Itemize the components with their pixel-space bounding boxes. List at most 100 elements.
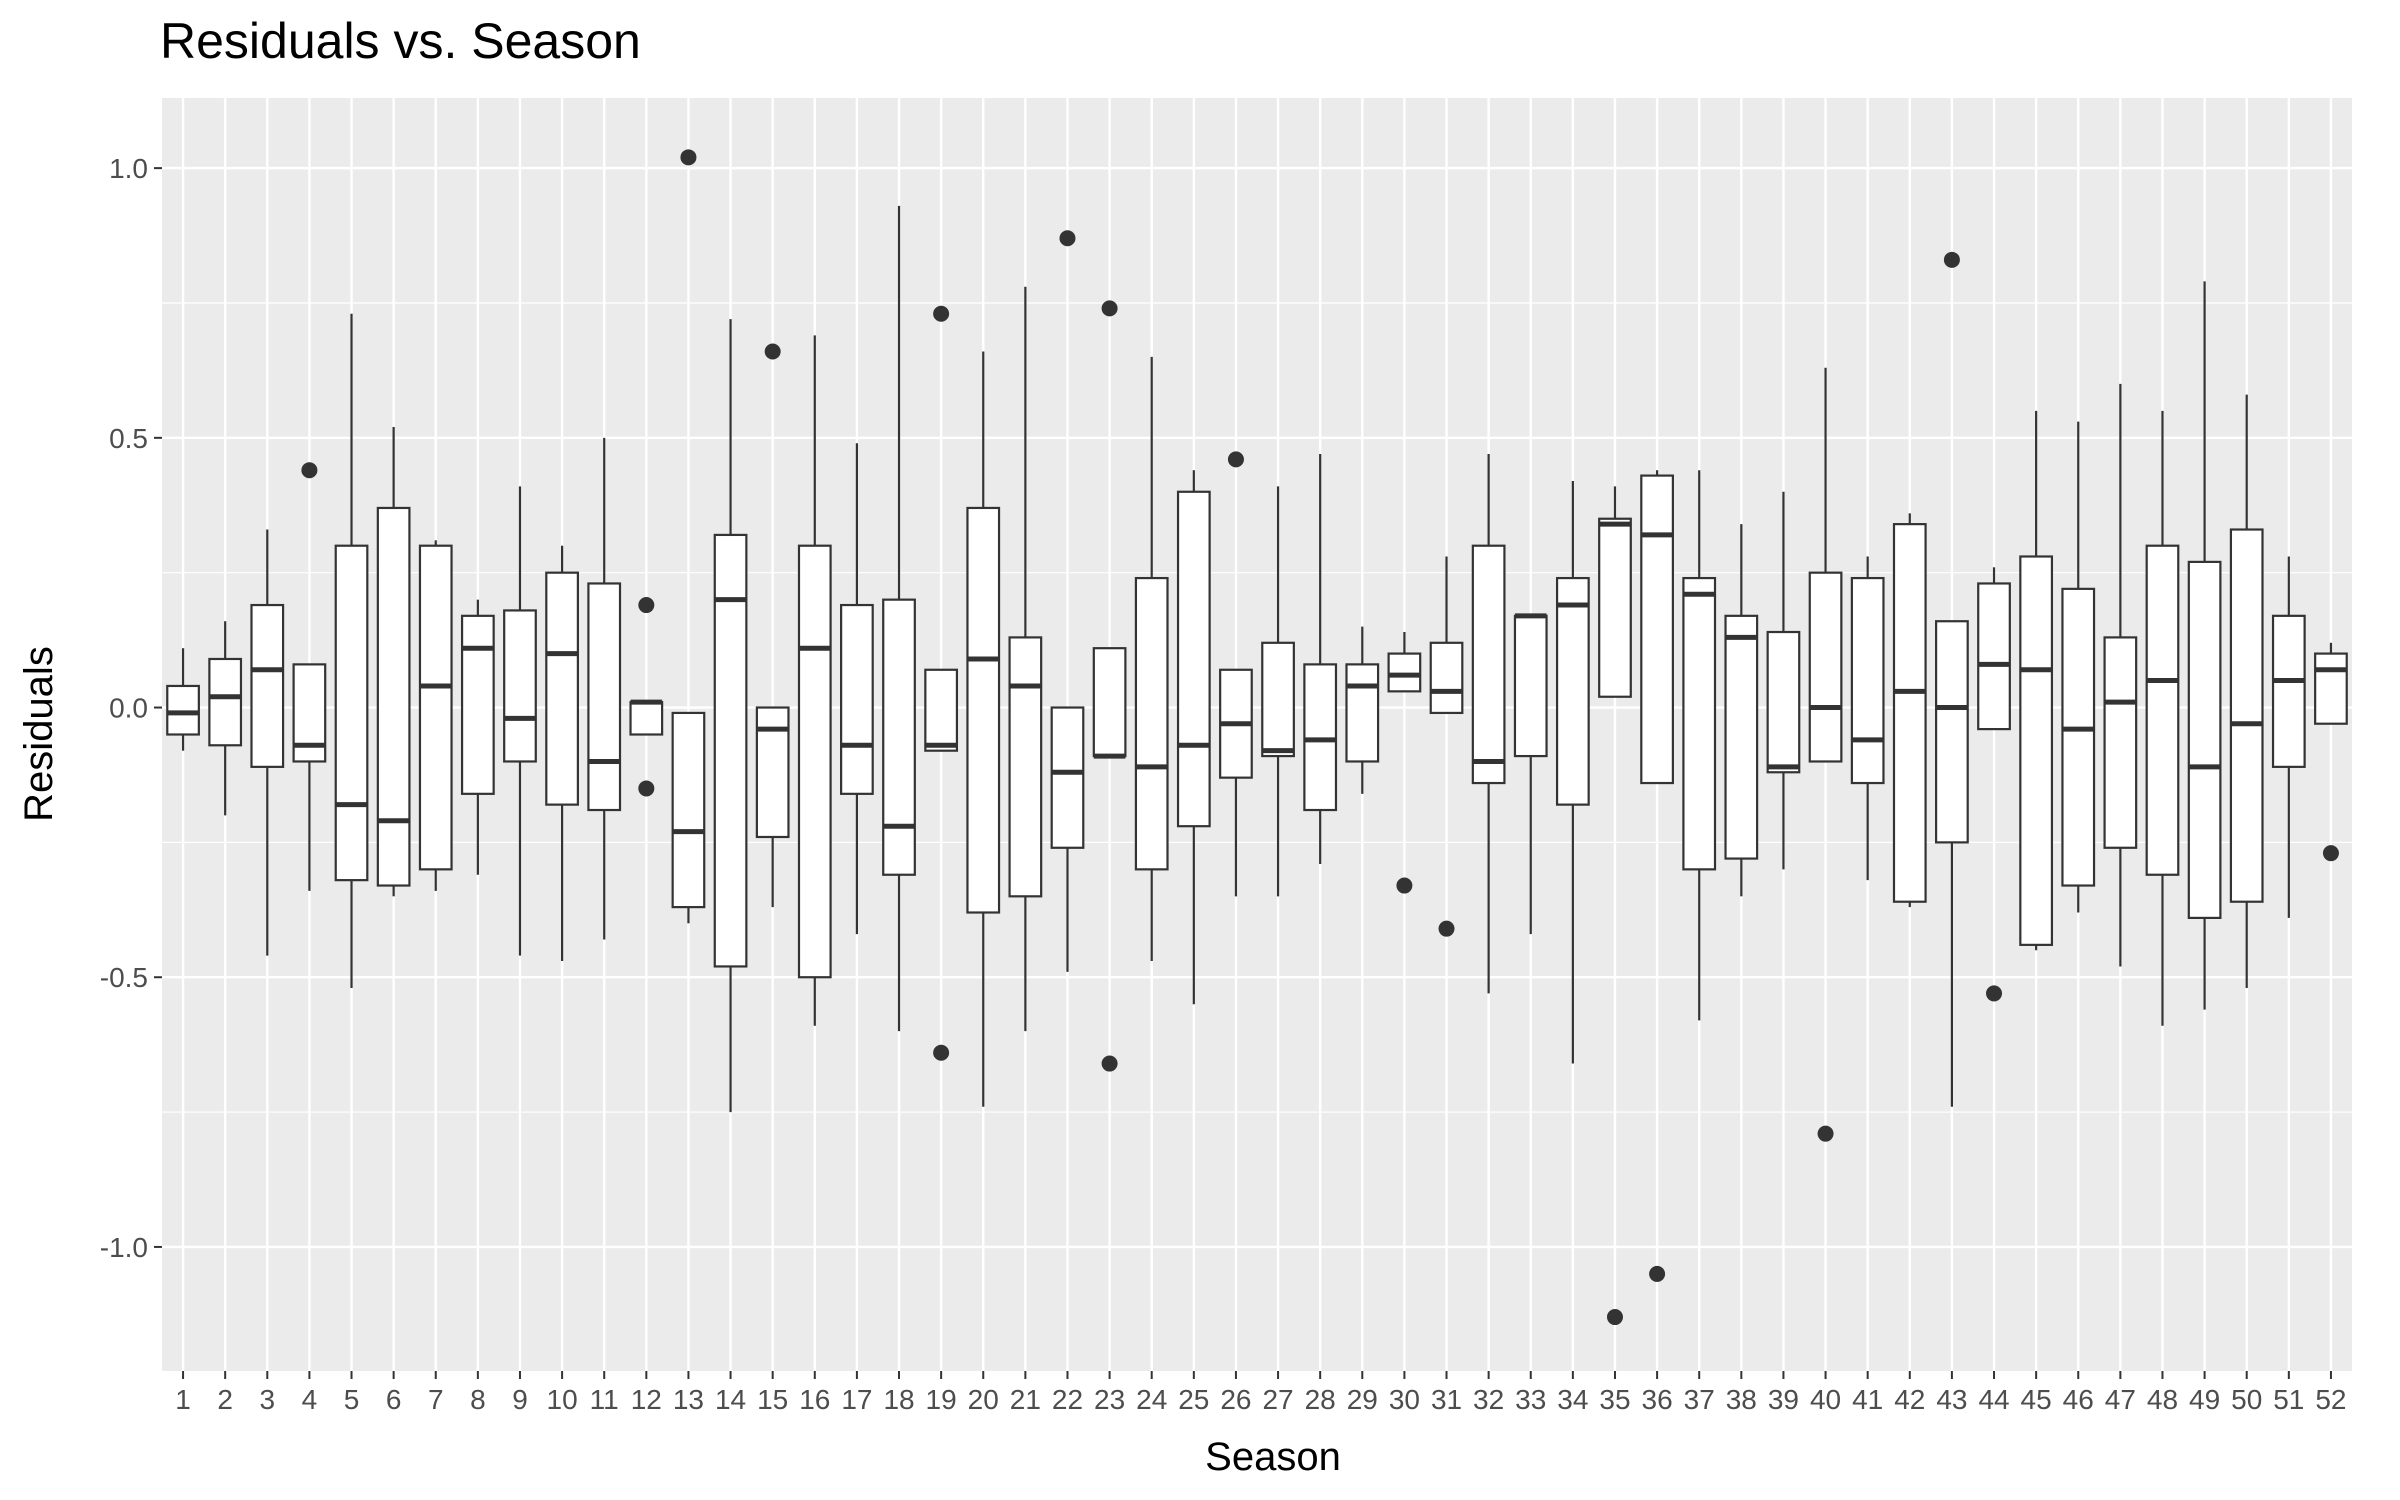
box-season-34: [1555, 480, 1590, 1064]
outlier-point: [638, 597, 655, 614]
outlier-point: [764, 343, 781, 360]
box-season-26: [1219, 451, 1253, 897]
outlier-point: [2322, 845, 2339, 862]
y-tick-label: -1.0: [100, 1232, 148, 1263]
chart-title: Residuals vs. Season: [160, 13, 641, 69]
box-season-27: [1261, 486, 1295, 897]
x-tick-label: 52: [2315, 1384, 2346, 1415]
outlier-point: [933, 305, 950, 322]
x-tick-label: 50: [2231, 1384, 2262, 1415]
box-iqr: [587, 582, 622, 812]
y-tick-label: 1.0: [109, 153, 148, 184]
box-season-50: [2229, 394, 2264, 989]
box-season-40: [1808, 367, 1843, 1142]
box-season-11: [587, 437, 622, 940]
x-tick-label: 18: [883, 1384, 914, 1415]
box-season-16: [797, 335, 832, 1026]
box-iqr: [1555, 576, 1590, 806]
box-season-18: [882, 205, 916, 1032]
box-iqr: [1598, 517, 1632, 698]
box-iqr: [924, 668, 959, 752]
box-season-46: [2061, 421, 2096, 913]
box-season-48: [2145, 410, 2180, 1026]
x-tick-label: 47: [2105, 1384, 2136, 1415]
box-season-33: [1513, 613, 1548, 935]
box-season-30: [1387, 632, 1422, 894]
box-iqr: [2061, 587, 2096, 887]
x-tick-label: 42: [1894, 1384, 1925, 1415]
box-season-2: [208, 621, 243, 816]
x-tick-label: 13: [673, 1384, 704, 1415]
box-iqr: [334, 544, 369, 882]
x-tick-label: 24: [1136, 1384, 1167, 1415]
box-iqr: [2145, 544, 2180, 876]
box-iqr: [545, 571, 579, 806]
x-tick-label: 43: [1936, 1384, 1967, 1415]
x-tick-label: 23: [1094, 1384, 1125, 1415]
box-season-39: [1766, 491, 1801, 870]
box-iqr: [966, 506, 1001, 914]
x-tick-label: 19: [926, 1384, 957, 1415]
outlier-point: [1101, 1055, 1118, 1072]
x-tick-label: 49: [2189, 1384, 2220, 1415]
box-iqr: [840, 603, 874, 795]
x-tick-label: 31: [1431, 1384, 1462, 1415]
box-season-23: [1092, 300, 1127, 1072]
box-iqr: [1513, 614, 1548, 758]
x-tick-label: 28: [1305, 1384, 1336, 1415]
box-iqr: [797, 544, 832, 979]
box-season-13: [671, 149, 706, 924]
box-iqr: [1892, 523, 1927, 903]
x-tick-label: 11: [590, 1384, 619, 1415]
box-iqr: [2314, 652, 2348, 725]
box-season-32: [1471, 454, 1506, 994]
box-season-28: [1303, 454, 1338, 864]
box-iqr: [1345, 663, 1380, 763]
box-iqr: [418, 544, 453, 871]
x-tick-label: 17: [841, 1384, 872, 1415]
outlier-point: [638, 780, 655, 797]
box-iqr: [671, 711, 706, 909]
outlier-point: [1606, 1309, 1623, 1326]
box-season-37: [1682, 470, 1717, 1021]
box-iqr: [2271, 614, 2306, 768]
x-tick-label: 21: [1010, 1384, 1041, 1415]
box-season-17: [840, 443, 874, 935]
outlier-point: [933, 1044, 950, 1061]
box-iqr: [1640, 474, 1674, 785]
x-tick-label: 40: [1810, 1384, 1841, 1415]
y-tick-label: 0.0: [109, 693, 148, 724]
outlier-point: [1986, 985, 2003, 1002]
box-iqr: [503, 609, 537, 763]
box-season-29: [1345, 626, 1380, 794]
box-iqr: [1850, 576, 1885, 785]
x-tick-label: 5: [344, 1384, 360, 1415]
box-season-52: [2314, 642, 2348, 862]
box-season-35: [1598, 486, 1632, 1326]
outlier-point: [1649, 1265, 1666, 1282]
box-iqr: [1808, 571, 1843, 763]
box-season-24: [1134, 356, 1169, 962]
y-axis: -1.0 -0.5 0.0 0.5 1.0: [100, 153, 162, 1263]
box-season-5: [334, 313, 369, 989]
x-tick-label: 3: [259, 1384, 275, 1415]
x-axis-title: Season: [1205, 1435, 1341, 1479]
x-tick-label: 45: [2021, 1384, 2052, 1415]
box-iqr: [713, 533, 748, 968]
box-season-43: [1935, 251, 1969, 1107]
box-iqr: [2103, 636, 2138, 849]
box-iqr: [166, 684, 200, 736]
y-axis-title: Residuals: [17, 646, 61, 822]
box-season-38: [1724, 524, 1759, 897]
x-tick-label: 25: [1178, 1384, 1209, 1415]
x-tick-label: 36: [1642, 1384, 1673, 1415]
x-tick-label: 26: [1220, 1384, 1251, 1415]
box-iqr: [460, 614, 495, 795]
outlier-point: [1438, 920, 1455, 937]
x-tick-label: 2: [217, 1384, 233, 1415]
box-iqr: [2229, 528, 2264, 903]
x-tick-label: 34: [1557, 1384, 1588, 1415]
x-tick-label: 29: [1347, 1384, 1378, 1415]
box-iqr: [1050, 706, 1085, 849]
